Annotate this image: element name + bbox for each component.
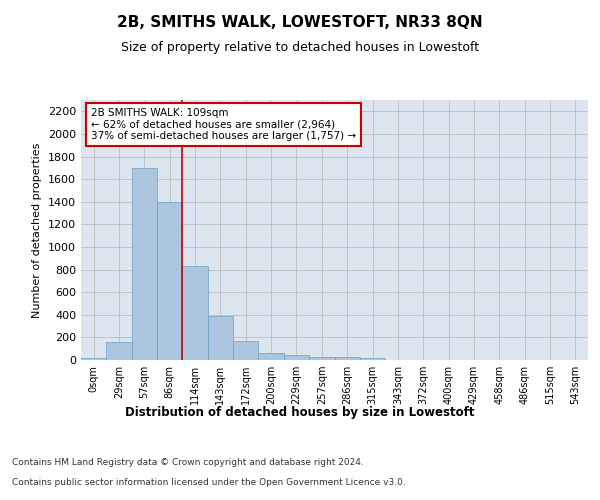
Text: 2B, SMITHS WALK, LOWESTOFT, NR33 8QN: 2B, SMITHS WALK, LOWESTOFT, NR33 8QN (117, 15, 483, 30)
Bar (309, 356, 335, 360)
Bar (233, 342, 259, 360)
Bar (106, 342, 132, 360)
Bar (208, 316, 233, 360)
Bar (81, 358, 106, 360)
Text: 2B SMITHS WALK: 109sqm
← 62% of detached houses are smaller (2,964)
37% of semi-: 2B SMITHS WALK: 109sqm ← 62% of detached… (91, 108, 356, 141)
Bar (157, 202, 182, 360)
Y-axis label: Number of detached properties: Number of detached properties (32, 142, 43, 318)
Text: Contains public sector information licensed under the Open Government Licence v3: Contains public sector information licen… (12, 478, 406, 487)
Text: Contains HM Land Registry data © Crown copyright and database right 2024.: Contains HM Land Registry data © Crown c… (12, 458, 364, 467)
Bar (259, 352, 284, 360)
Bar (360, 358, 385, 360)
Bar (335, 356, 360, 360)
Bar (132, 168, 157, 360)
Text: Size of property relative to detached houses in Lowestoft: Size of property relative to detached ho… (121, 41, 479, 54)
Text: Distribution of detached houses by size in Lowestoft: Distribution of detached houses by size … (125, 406, 475, 419)
Bar (182, 266, 208, 360)
Bar (284, 356, 309, 360)
